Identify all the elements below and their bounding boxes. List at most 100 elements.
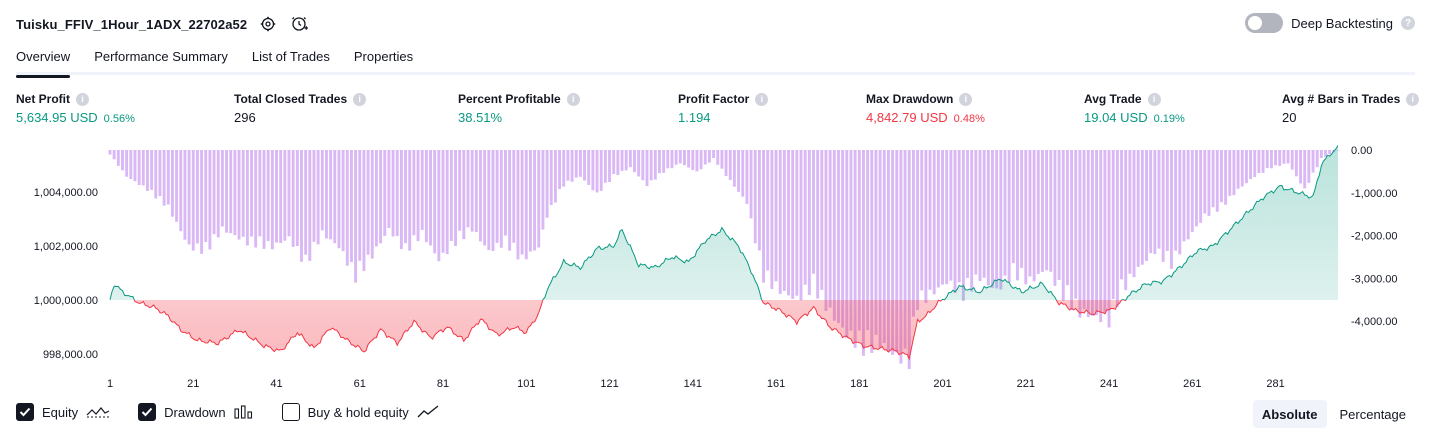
drawdown-bar	[429, 150, 432, 246]
info-icon[interactable]: i	[1406, 92, 1420, 106]
drawdown-bars-icon	[234, 405, 252, 419]
drawdown-bar	[620, 150, 624, 171]
metric-max-drawdown: Max Drawdown i 4,842.79 USD 0.48%	[866, 92, 985, 125]
help-icon[interactable]: ?	[1401, 16, 1415, 30]
drawdown-bar	[137, 150, 141, 186]
metric-avg-trade: Avg Trade i 19.04 USD 0.19%	[1084, 92, 1185, 125]
metric-value: 20	[1282, 110, 1297, 125]
x-axis-tick: 1	[107, 378, 113, 390]
drawdown-bar	[841, 150, 845, 328]
x-axis-tick: 281	[1266, 378, 1284, 390]
drawdown-bar	[911, 150, 915, 317]
drawdown-bar	[1095, 150, 1099, 316]
drawdown-bar	[1036, 150, 1040, 274]
drawdown-bar	[225, 150, 229, 233]
percentage-button[interactable]: Percentage	[1339, 406, 1407, 422]
drawdown-bar	[920, 150, 924, 291]
drawdown-bar	[449, 150, 453, 241]
drawdown-bar	[354, 150, 358, 283]
info-icon[interactable]: i	[1147, 92, 1161, 106]
checkbox-unchecked-icon[interactable]	[281, 403, 300, 421]
checkbox-checked-icon[interactable]	[16, 403, 34, 421]
drawdown-bar	[362, 150, 366, 272]
drawdown-bar	[108, 150, 112, 155]
drawdown-bar	[682, 150, 686, 166]
scale-mode-switch: Absolute Percentage	[1252, 400, 1415, 428]
buy-hold-equity-label: Buy & hold equity	[307, 404, 409, 420]
drawdown-bar	[316, 150, 320, 245]
right-axis-tick: -2,000.00	[1351, 231, 1397, 243]
drawdown-bar	[678, 150, 682, 164]
info-icon[interactable]: i	[353, 92, 367, 106]
deep-backtesting-toggle[interactable]	[1245, 13, 1284, 33]
info-icon[interactable]: i	[755, 92, 769, 106]
left-axis: 1,004,000.00 1,002,000.00 1,000,000.00 998,…	[34, 187, 98, 361]
right-axis: 0.00 -1,000.00 -2,000.00 -3,000.00 -4,000.00	[1351, 145, 1397, 328]
tab-properties[interactable]: Properties	[353, 49, 414, 64]
x-axis: 1 21 41 61 81 101 121 141 161 181 201 221 241 261 281	[107, 378, 1285, 390]
drawdown-bar	[191, 150, 195, 251]
drawdown-bar	[358, 150, 362, 261]
drawdown-bar	[166, 150, 170, 205]
drawdown-bar	[1007, 150, 1011, 283]
drawdown-bar	[870, 150, 874, 353]
drawdown-bar	[1145, 150, 1148, 261]
settings-gear-icon[interactable]	[257, 13, 279, 35]
drawdown-bar	[1203, 150, 1207, 214]
info-icon[interactable]: i	[76, 92, 89, 106]
metric-value: 5,634.95 USD	[16, 110, 98, 125]
drawdown-bar	[487, 150, 491, 251]
drawdown-bar	[420, 150, 424, 230]
left-axis-tick: 1,002,000.00	[34, 241, 98, 253]
drawdown-bar	[837, 150, 840, 324]
drawdown-bar	[812, 150, 815, 274]
drawdown-bar	[175, 150, 179, 222]
drawdown-bar	[699, 150, 703, 170]
info-icon[interactable]: i	[959, 92, 973, 106]
buy-hold-equity-checkbox[interactable]: Buy & hold equity	[281, 403, 439, 421]
tab-list-of-trades[interactable]: List of Trades	[251, 49, 330, 64]
drawdown-bar	[1045, 150, 1049, 271]
drawdown-checkbox[interactable]: Drawdown	[138, 403, 253, 421]
tab-overview[interactable]: Overview	[16, 44, 71, 78]
drawdown-bar	[1120, 150, 1123, 280]
metric-label: Total Closed Trades	[234, 92, 348, 106]
drawdown-bar	[861, 150, 865, 356]
drawdown-bar	[1103, 150, 1107, 313]
drawdown-bar	[1299, 150, 1302, 184]
add-alert-clock-icon[interactable]	[289, 13, 311, 35]
drawdown-bar	[1078, 150, 1082, 318]
right-axis-tick: -1,000.00	[1351, 188, 1397, 200]
drawdown-bar	[1057, 150, 1061, 281]
equity-line-icon	[86, 407, 110, 418]
drawdown-bar	[112, 150, 116, 160]
absolute-button[interactable]: Absolute	[1252, 400, 1327, 428]
equity-drawdown-chart[interactable]: 1,004,000.00 1,002,000.00 1,000,000.00 998,…	[0, 140, 1431, 395]
drawdown-bar	[466, 150, 470, 228]
drawdown-bar	[845, 150, 849, 339]
equity-checkbox[interactable]: Equity	[16, 403, 110, 421]
drawdown-bar	[1224, 150, 1228, 205]
drawdown-bar	[741, 150, 745, 197]
equity-area-positive	[110, 145, 1338, 300]
drawdown-bar	[945, 150, 949, 285]
drawdown-bar	[1053, 150, 1057, 286]
drawdown-bar	[408, 150, 412, 251]
drawdown-bar	[1174, 150, 1178, 251]
right-axis-tick: -3,000.00	[1351, 273, 1397, 285]
equity-label: Equity	[42, 404, 79, 420]
drawdown-bar	[599, 150, 603, 191]
drawdown-bar	[1086, 150, 1090, 317]
left-axis-tick: 1,000,000.00	[34, 295, 98, 307]
drawdown-bar	[312, 150, 316, 242]
drawdown-bar	[195, 150, 199, 244]
drawdown-bar	[658, 150, 661, 174]
info-icon[interactable]: i	[566, 92, 580, 106]
drawdown-bar	[295, 150, 299, 247]
drawdown-bar	[591, 150, 595, 191]
checkbox-checked-icon[interactable]	[138, 403, 157, 421]
drawdown-bar	[291, 150, 295, 247]
drawdown-bar	[325, 150, 328, 239]
tab-performance-summary[interactable]: Performance Summary	[94, 49, 228, 64]
drawdown-bar	[1257, 150, 1261, 173]
